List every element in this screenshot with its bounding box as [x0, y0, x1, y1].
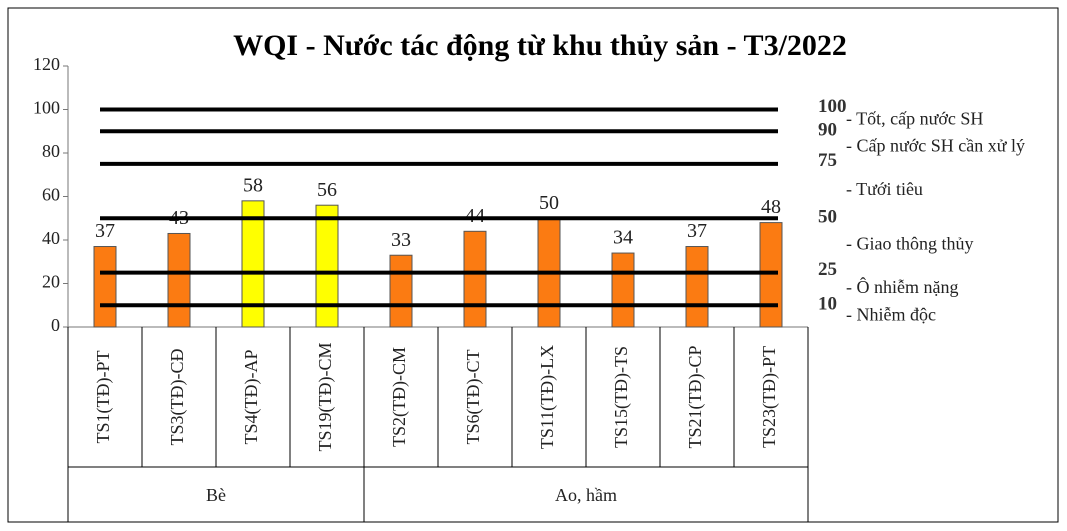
threshold-label: 50 — [818, 207, 837, 228]
threshold-label: 25 — [818, 259, 837, 280]
threshold-label: 10 — [818, 294, 837, 315]
zone-label: - Nhiễm độc — [846, 304, 936, 324]
x-tick-label: TS21(TĐ)-CP — [685, 346, 706, 449]
bar — [759, 222, 783, 328]
x-tick-label: TS23(TĐ)-PT — [759, 346, 780, 448]
group-label: Ao, hầm — [555, 485, 617, 505]
bar — [389, 254, 413, 328]
y-tick-label: 100 — [33, 98, 60, 118]
x-tick-label: TS11(TĐ)-LX — [537, 345, 558, 449]
bar — [611, 252, 635, 328]
x-tick-label: TS2(TĐ)-CM — [389, 347, 410, 447]
x-tick-label: TS6(TĐ)-CT — [463, 350, 484, 445]
y-tick-label: 60 — [42, 185, 60, 205]
data-label: 58 — [243, 174, 263, 196]
bar — [685, 246, 709, 328]
zone-label: - Giao thông thủy — [846, 234, 974, 254]
x-tick-label: TS4(TĐ)-AP — [241, 350, 262, 445]
zone-label: - Tưới tiêu — [846, 179, 923, 199]
y-tick-label: 120 — [33, 54, 60, 74]
y-tick-label: 80 — [42, 141, 60, 161]
y-tick-label: 0 — [51, 315, 60, 335]
group-label: Bè — [206, 485, 226, 505]
chart-border — [7, 7, 1059, 523]
data-label: 34 — [613, 227, 633, 249]
bar — [463, 230, 487, 328]
data-label: 37 — [687, 220, 707, 242]
x-tick-label: TS3(TĐ)-CĐ — [167, 349, 188, 446]
x-tick-label: TS15(TĐ)-TS — [611, 346, 632, 448]
threshold-label: 90 — [818, 120, 837, 141]
zone-label: - Cấp nước SH cần xử lý — [846, 136, 1025, 156]
x-tick-label: TS1(TĐ)-PT — [93, 351, 114, 444]
bar — [315, 204, 339, 328]
data-label: 50 — [539, 192, 559, 214]
data-label: 56 — [317, 179, 337, 201]
data-label: 37 — [95, 220, 115, 242]
bar — [93, 246, 117, 328]
zone-label: - Ô nhiễm nặng — [846, 276, 958, 297]
bar — [241, 200, 265, 328]
bar — [167, 232, 191, 328]
chart-title: WQI - Nước tác động từ khu thủy sản - T3… — [233, 29, 847, 62]
threshold-label: 75 — [818, 150, 837, 171]
zone-label: - Tốt, cấp nước SH — [846, 109, 983, 129]
x-tick-label: TS19(TĐ)-CM — [315, 343, 336, 452]
data-label: 44 — [465, 205, 485, 227]
data-label: 48 — [761, 196, 781, 218]
y-tick-label: 40 — [42, 228, 60, 248]
threshold-label: 100 — [818, 96, 847, 117]
data-label: 33 — [391, 229, 411, 251]
y-tick-label: 20 — [42, 272, 60, 292]
